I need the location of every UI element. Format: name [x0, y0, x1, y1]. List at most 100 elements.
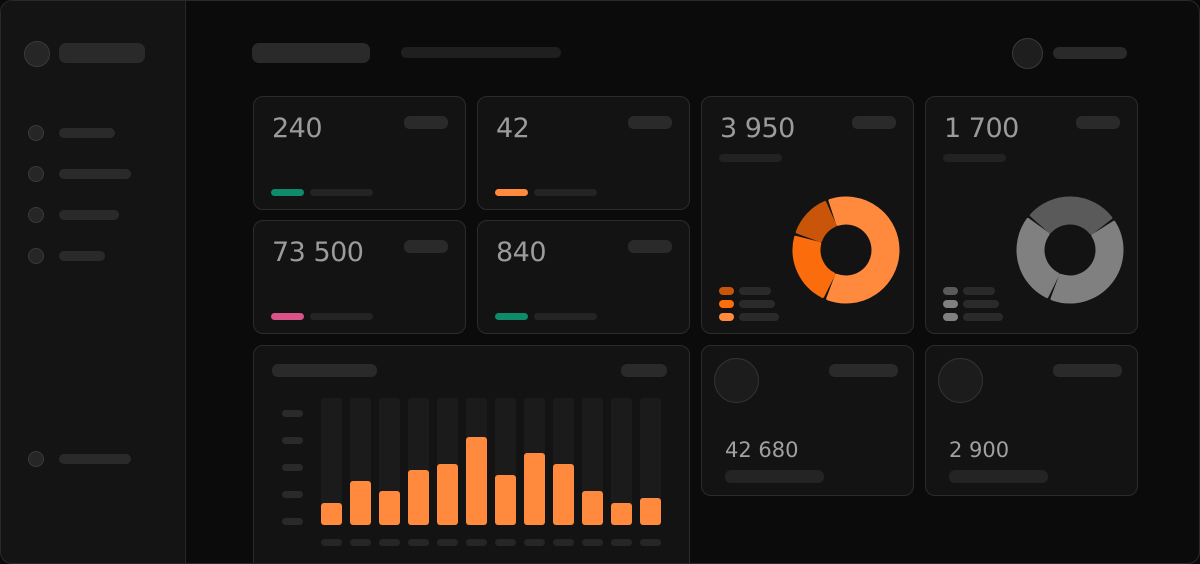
legend-swatch: [943, 287, 958, 295]
donut-total-value: 3 950: [720, 113, 795, 144]
bar-track: [611, 398, 632, 525]
legend-label-placeholder: [963, 313, 1003, 321]
bar[interactable]: [379, 490, 400, 525]
legend-swatch: [719, 287, 734, 295]
mini-badge-placeholder: [829, 364, 898, 377]
x-tick-placeholder: [524, 539, 545, 546]
bar-track: [640, 398, 661, 525]
stat-indicator: [271, 313, 304, 320]
bar[interactable]: [524, 452, 545, 525]
y-tick-placeholder: [282, 491, 303, 498]
x-tick-placeholder: [408, 539, 429, 546]
mini-caption-placeholder: [725, 470, 824, 483]
donut-chart: [1016, 196, 1124, 304]
sidebar-item-label-placeholder: [59, 210, 119, 220]
sidebar-item-label-placeholder: [59, 128, 115, 138]
user-avatar[interactable]: [1012, 38, 1043, 69]
donut-caption-placeholder: [943, 154, 1006, 162]
sidebar-item-label-placeholder: [59, 251, 105, 261]
nav-icon: [28, 125, 44, 141]
x-tick-placeholder: [495, 539, 516, 546]
mini-stat-card[interactable]: 42 680: [701, 345, 914, 496]
legend-label-placeholder: [739, 313, 779, 321]
donut-caption-placeholder: [719, 154, 782, 162]
stat-caption-placeholder: [534, 189, 597, 196]
chart-title-placeholder: [272, 364, 377, 377]
bar[interactable]: [495, 475, 516, 525]
nav-icon: [28, 207, 44, 223]
legend-swatch: [943, 313, 958, 321]
mini-stat-value: 2 900: [949, 438, 1010, 462]
bar[interactable]: [553, 464, 574, 525]
x-tick-placeholder: [640, 539, 661, 546]
mini-card-icon: [938, 358, 983, 403]
bar-track: [321, 398, 342, 525]
stat-badge-placeholder: [628, 116, 672, 129]
nav-icon: [28, 248, 44, 264]
sidebar: [1, 1, 186, 563]
mini-badge-placeholder: [1053, 364, 1122, 377]
stat-badge-placeholder: [628, 240, 672, 253]
y-tick-placeholder: [282, 464, 303, 471]
donut-card[interactable]: 3 950: [701, 96, 914, 334]
mini-stat-card[interactable]: 2 900: [925, 345, 1138, 496]
legend-swatch: [719, 313, 734, 321]
donut-segment[interactable]: [1029, 196, 1113, 235]
donut-segment[interactable]: [795, 200, 837, 243]
donut-badge-placeholder: [852, 116, 896, 129]
bar[interactable]: [582, 490, 603, 525]
donut-segment[interactable]: [826, 196, 900, 304]
y-tick-placeholder: [282, 437, 303, 444]
stat-value: 840: [496, 237, 547, 268]
x-tick-placeholder: [350, 539, 371, 546]
stat-indicator: [495, 189, 528, 196]
bar-chart-card: [253, 345, 690, 563]
x-tick-placeholder: [553, 539, 574, 546]
sidebar-footer-item[interactable]: [28, 450, 168, 468]
donut-card[interactable]: 1 700: [925, 96, 1138, 334]
nav-icon: [28, 166, 44, 182]
legend-label-placeholder: [739, 287, 771, 295]
stat-caption-placeholder: [310, 189, 373, 196]
sidebar-item[interactable]: [28, 124, 168, 142]
stat-caption-placeholder: [534, 313, 597, 320]
sidebar-item[interactable]: [28, 247, 168, 265]
stat-card[interactable]: 42: [477, 96, 690, 210]
settings-icon: [28, 451, 44, 467]
x-tick-placeholder: [321, 539, 342, 546]
y-tick-placeholder: [282, 410, 303, 417]
donut-segment[interactable]: [1050, 220, 1124, 304]
stat-caption-placeholder: [310, 313, 373, 320]
sidebar-item[interactable]: [28, 206, 168, 224]
stat-card[interactable]: 240: [253, 96, 466, 210]
donut-segment[interactable]: [792, 235, 836, 298]
donut-segment[interactable]: [1016, 217, 1060, 299]
bar[interactable]: [350, 480, 371, 525]
sidebar-item[interactable]: [28, 165, 168, 183]
user-name-placeholder[interactable]: [1053, 47, 1127, 59]
mini-stat-value: 42 680: [725, 438, 799, 462]
bar[interactable]: [640, 498, 661, 525]
stat-badge-placeholder: [404, 116, 448, 129]
stat-card[interactable]: 73 500: [253, 220, 466, 334]
mini-card-icon: [714, 358, 759, 403]
x-tick-placeholder: [611, 539, 632, 546]
stat-value: 73 500: [272, 237, 364, 268]
x-tick-placeholder: [379, 539, 400, 546]
x-tick-placeholder: [466, 539, 487, 546]
bar[interactable]: [466, 437, 487, 525]
chart-filter-button[interactable]: [621, 364, 667, 377]
stat-value: 42: [496, 113, 530, 144]
logo-icon: [24, 41, 50, 67]
bar[interactable]: [408, 470, 429, 525]
stat-card[interactable]: 840: [477, 220, 690, 334]
donut-badge-placeholder: [1076, 116, 1120, 129]
bar[interactable]: [437, 464, 458, 525]
app-name-placeholder: [59, 43, 145, 63]
bar[interactable]: [611, 503, 632, 525]
stat-value: 240: [272, 113, 323, 144]
bar[interactable]: [321, 503, 342, 525]
legend-swatch: [943, 300, 958, 308]
stat-badge-placeholder: [404, 240, 448, 253]
